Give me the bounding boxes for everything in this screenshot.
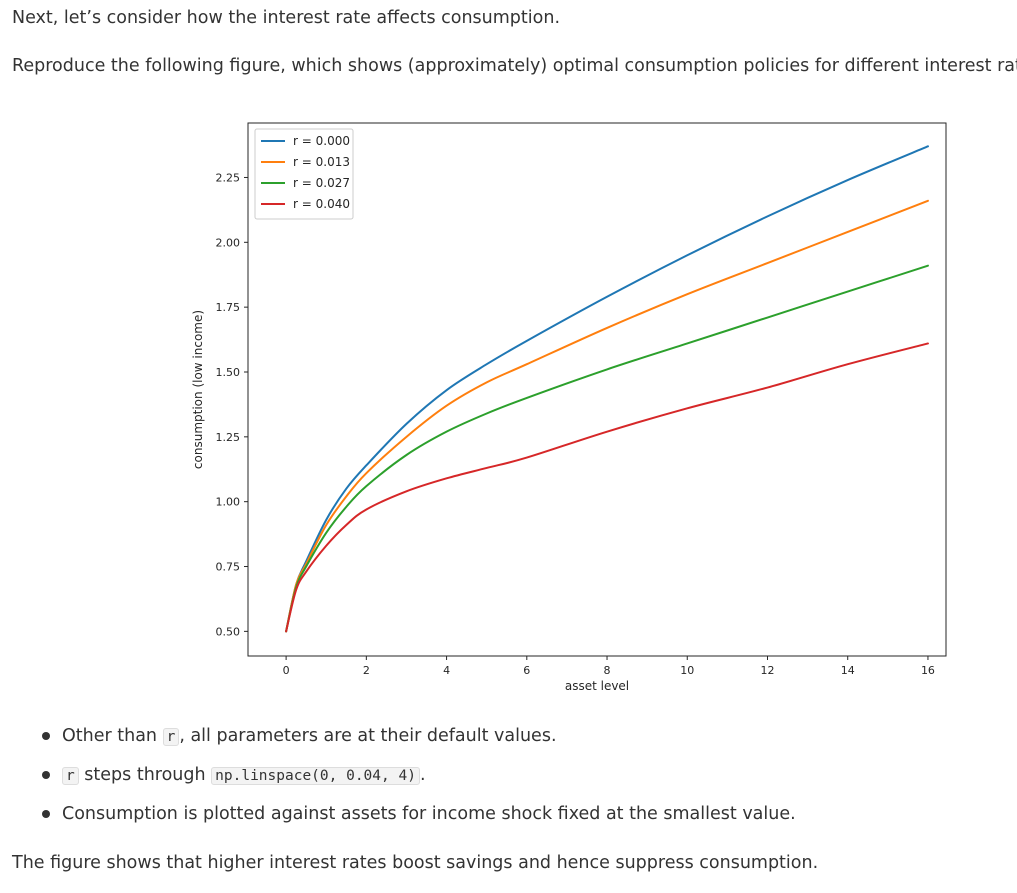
bullet-dot	[42, 732, 50, 740]
x-axis-label: asset level	[565, 679, 629, 693]
code-inline-r: r	[162, 728, 180, 746]
x-tick-label: 16	[921, 664, 935, 677]
x-tick-label: 8	[604, 664, 611, 677]
bullet-dot	[42, 810, 50, 818]
x-tick-label: 2	[363, 664, 370, 677]
notes-list: Other than r, all parameters are at thei…	[40, 724, 796, 841]
consumption-chart: 0 2 4 6 8 10 12 14 16 0.50 0.75 1.00 1.25 1.50 1.75 2.0…	[191, 122, 947, 693]
legend-label-0: r = 0.000	[293, 134, 350, 148]
series-line-2	[285, 264, 929, 633]
intro-paragraph: Next, let’s consider how the interest ra…	[12, 8, 561, 28]
list-item: r steps through np.linspace(0, 0.04, 4).	[40, 763, 796, 802]
task-paragraph: Reproduce the following figure, which sh…	[12, 56, 1017, 76]
conclusion-paragraph: The figure shows that higher interest ra…	[12, 853, 819, 873]
legend-label-1: r = 0.013	[293, 155, 350, 169]
list-item: Consumption is plotted against assets fo…	[40, 802, 796, 841]
series-line-0	[285, 145, 929, 633]
code-inline-linspace: np.linspace(0, 0.04, 4)	[211, 767, 420, 785]
y-axis-label: consumption (low income)	[191, 310, 205, 469]
y-tick-label: 1.00	[216, 496, 241, 509]
x-tick-label: 6	[523, 664, 530, 677]
x-tick-label: 10	[680, 664, 694, 677]
x-tick-label: 14	[841, 664, 855, 677]
legend-label-3: r = 0.040	[293, 197, 350, 211]
legend-label-2: r = 0.027	[293, 176, 350, 190]
series-line-3	[285, 342, 929, 633]
x-tick-label: 12	[760, 664, 774, 677]
y-tick-label: 0.50	[216, 625, 241, 638]
y-tick-label: 1.25	[216, 431, 241, 444]
code-inline-r: r	[62, 767, 79, 785]
consumption-policy-figure: 0 2 4 6 8 10 12 14 16 0.50 0.75 1.00 1.25 1.50 1.75 2.0…	[180, 110, 960, 705]
legend-box	[254, 128, 354, 220]
y-tick-label: 0.75	[216, 561, 241, 574]
y-tick-label: 1.50	[216, 366, 241, 379]
y-tick-label: 2.25	[216, 171, 241, 184]
y-tick-label: 1.75	[216, 301, 241, 314]
y-tick-label: 2.00	[216, 236, 241, 249]
x-tick-label: 0	[283, 664, 290, 677]
plot-frame	[247, 122, 947, 657]
list-item: Other than r, all parameters are at thei…	[40, 724, 796, 763]
series-line-1	[285, 199, 929, 633]
bullet-dot	[42, 771, 50, 779]
x-tick-label: 4	[443, 664, 450, 677]
